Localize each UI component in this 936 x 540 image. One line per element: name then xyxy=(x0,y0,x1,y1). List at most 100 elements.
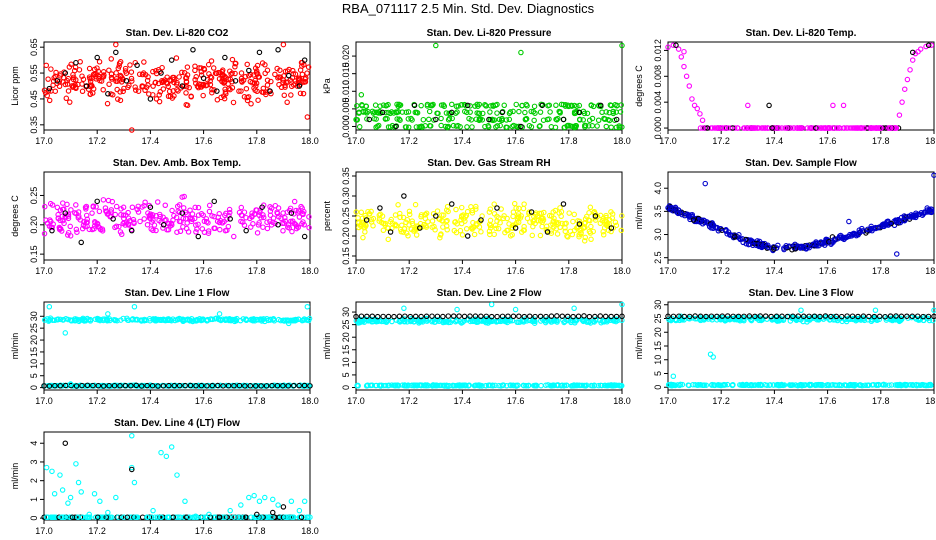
data-point xyxy=(267,208,274,214)
data-point xyxy=(740,239,746,246)
data-point-outlier xyxy=(670,373,677,379)
data-point xyxy=(299,71,306,78)
data-point xyxy=(219,220,226,226)
data-point-highlight xyxy=(113,49,119,56)
data-point-highlight xyxy=(773,313,780,320)
data-point xyxy=(65,88,72,94)
data-point-highlight xyxy=(757,313,764,319)
data-point xyxy=(97,498,103,505)
data-point xyxy=(585,217,592,223)
x-tick-label: 17.2 xyxy=(400,396,418,406)
data-point xyxy=(502,318,508,324)
data-point xyxy=(264,315,270,322)
data-point xyxy=(582,122,589,129)
data-point xyxy=(184,514,190,520)
data-point xyxy=(709,125,716,131)
data-point-highlight xyxy=(301,382,308,389)
data-point xyxy=(528,108,534,115)
data-point xyxy=(128,69,135,75)
data-point xyxy=(260,89,267,96)
data-point xyxy=(235,514,241,520)
data-point-highlight xyxy=(387,229,394,235)
data-point xyxy=(238,70,245,76)
data-point xyxy=(221,75,227,82)
data-point xyxy=(86,511,92,518)
data-point-outlier xyxy=(571,305,577,312)
data-point-highlight xyxy=(779,313,785,320)
data-point xyxy=(799,382,805,388)
data-point xyxy=(298,514,305,520)
data-point xyxy=(218,382,224,389)
data-point xyxy=(187,207,193,213)
data-point xyxy=(274,65,280,72)
chart-title: Stan. Dev. Line 1 Flow xyxy=(125,288,230,299)
data-point xyxy=(361,222,367,228)
data-point-highlight xyxy=(564,313,571,320)
data-point xyxy=(43,464,50,471)
data-point xyxy=(100,197,107,203)
data-point xyxy=(423,210,430,217)
data-point xyxy=(474,110,480,116)
data-point xyxy=(458,214,465,220)
data-point-highlight xyxy=(526,313,533,319)
data-point-highlight xyxy=(925,313,932,320)
data-point xyxy=(224,227,230,234)
data-point xyxy=(501,102,507,109)
data-point xyxy=(550,218,557,224)
data-points xyxy=(353,193,625,244)
data-point xyxy=(182,498,188,505)
data-point-highlight xyxy=(532,313,538,320)
data-point xyxy=(782,125,788,131)
data-point xyxy=(179,69,185,76)
data-point xyxy=(751,382,758,388)
data-point-highlight xyxy=(512,225,519,231)
data-point xyxy=(439,382,445,389)
data-point-highlight xyxy=(160,222,167,228)
data-point xyxy=(132,87,139,93)
data-point xyxy=(562,228,569,235)
data-point xyxy=(118,211,124,218)
data-point-highlight xyxy=(285,383,292,389)
data-point xyxy=(125,84,131,91)
x-tick-label: 17.8 xyxy=(872,266,890,276)
y-tick-label: 0.012 xyxy=(653,39,663,62)
data-point-highlight xyxy=(570,313,576,320)
data-point xyxy=(871,125,877,131)
data-point xyxy=(898,214,905,221)
data-point xyxy=(542,317,549,324)
data-point xyxy=(146,316,153,322)
x-tick-label: 17.4 xyxy=(454,396,472,406)
chart-panel-2: Stan. Dev. Li-820 Pressure kPa 17.0 17.2 17.… xyxy=(322,28,631,146)
data-point xyxy=(135,209,142,215)
data-point xyxy=(180,224,186,230)
data-point xyxy=(362,109,369,115)
data-point xyxy=(54,204,61,211)
data-point-highlight xyxy=(402,313,408,319)
data-point-highlight xyxy=(78,239,84,246)
data-point-highlight xyxy=(95,382,102,389)
data-point-highlight xyxy=(762,313,769,319)
data-point-highlight xyxy=(746,313,753,319)
x-tick-label: 17.8 xyxy=(248,396,266,406)
data-point-highlight xyxy=(784,313,791,320)
data-point xyxy=(894,382,901,389)
data-point-highlight xyxy=(46,85,53,92)
data-point xyxy=(396,318,402,325)
data-point xyxy=(418,123,425,130)
data-point xyxy=(461,101,468,108)
data-point xyxy=(209,86,215,93)
y-tick-label: 0 xyxy=(653,385,663,390)
data-point-highlight xyxy=(256,49,263,56)
data-point xyxy=(808,382,815,388)
data-point xyxy=(70,71,76,78)
data-point xyxy=(595,382,602,389)
data-point-highlight xyxy=(90,382,96,389)
data-point xyxy=(494,213,500,220)
data-point xyxy=(697,381,704,388)
data-point-highlight xyxy=(204,383,210,389)
chart-title: Stan. Dev. Amb. Box Temp. xyxy=(113,158,241,169)
data-point xyxy=(412,109,419,116)
data-point xyxy=(487,103,494,109)
x-tick-label: 17.2 xyxy=(88,526,106,536)
chart-panel-7: Stan. Dev. Line 1 Flow ml/min 17.0 17.2 17.4… xyxy=(10,288,319,406)
